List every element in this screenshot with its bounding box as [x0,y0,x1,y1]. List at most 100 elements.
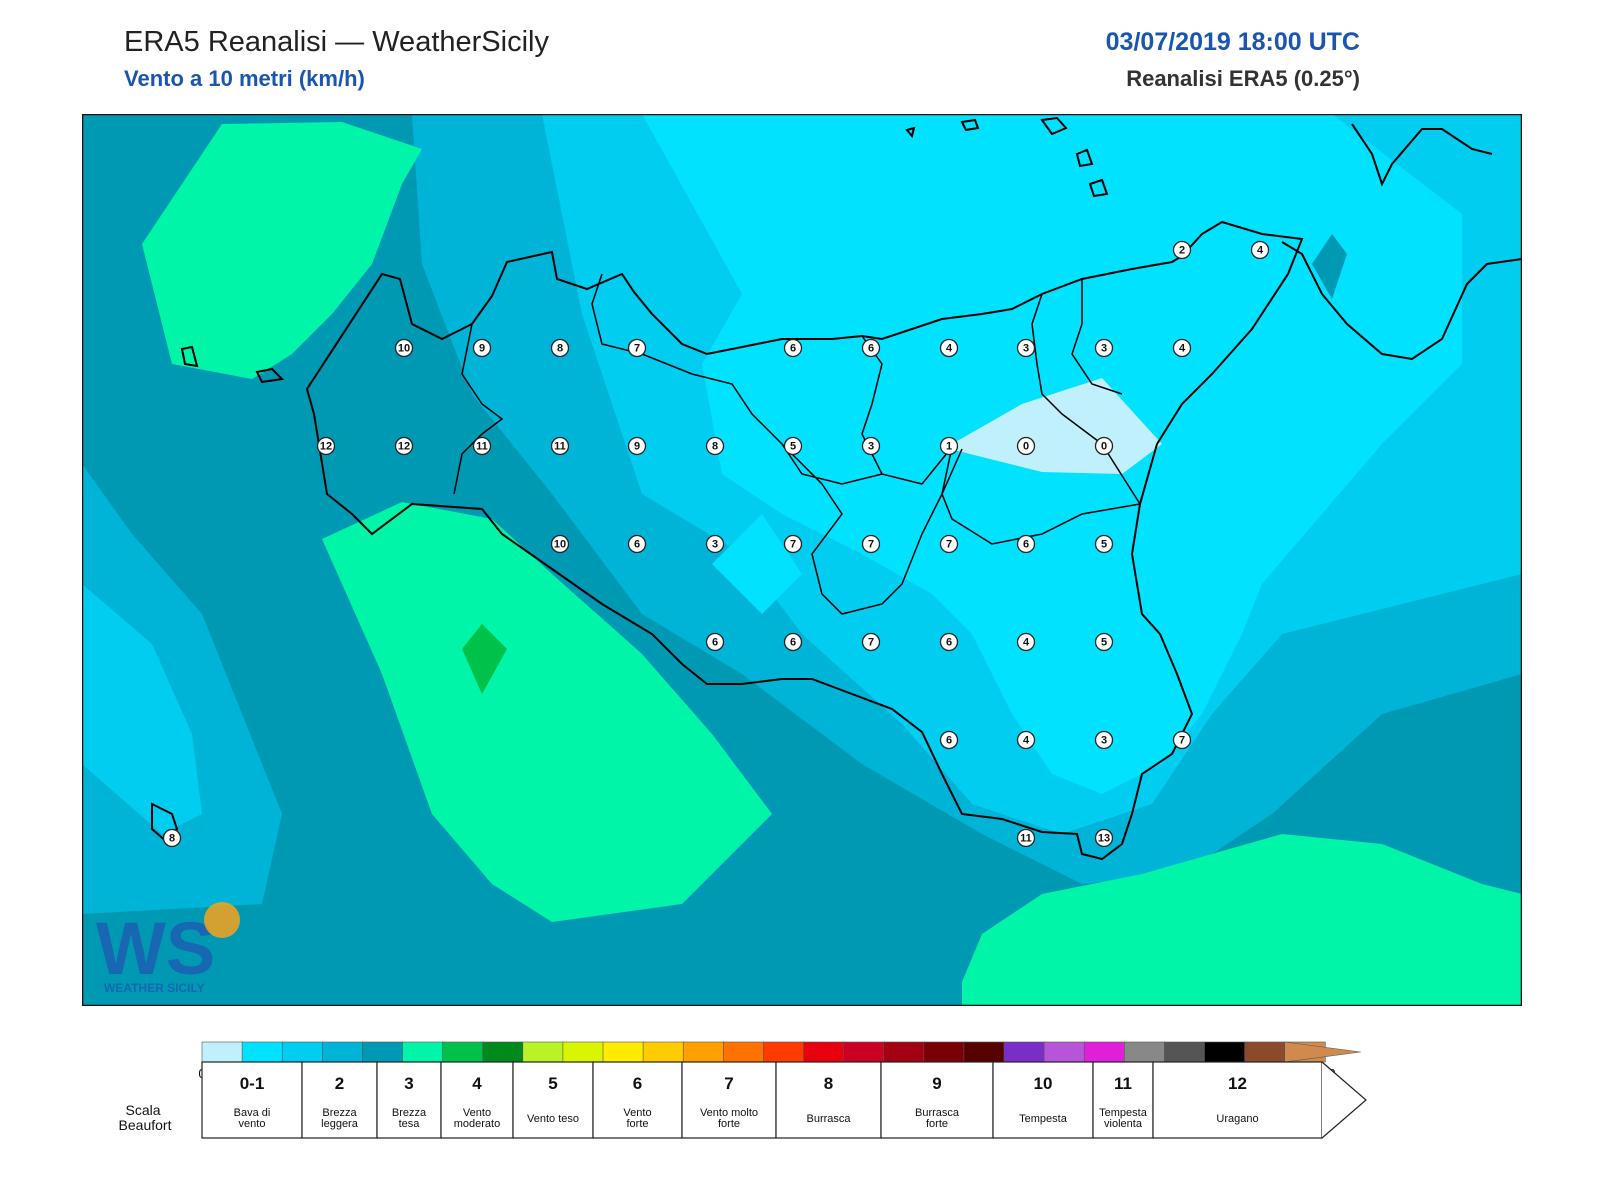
station-value: 7 [868,539,874,551]
beaufort-description: Burrasca forte [915,1107,960,1130]
beaufort-description: Burrasca [806,1113,851,1125]
beaufort-description: Vento moderato [454,1107,500,1130]
station-marker: 3 [1094,730,1114,750]
station-value: 3 [868,441,874,453]
colorbar-segment [522,1041,564,1063]
beaufort-description: Brezza tesa [392,1107,427,1130]
colorbar-segment [682,1041,725,1063]
station-marker: 0 [1094,436,1114,456]
colorbar-segment [201,1041,243,1063]
colorbar-segment [482,1041,524,1063]
beaufort-arrow [1321,1061,1367,1139]
calabria-coastline [1281,123,1522,361]
station-marker: 13 [1094,828,1114,848]
colorbar-segment [321,1041,364,1063]
station-marker: 7 [861,534,881,554]
beaufort-description: Brezza leggera [321,1107,359,1130]
station-value: 7 [868,637,874,649]
station-marker: 6 [783,632,803,652]
station-value: 4 [946,343,953,355]
beaufort-box: 6 Vento forte [592,1061,683,1139]
beaufort-description: Uragano [1216,1113,1258,1125]
beaufort-description: Tempesta [1019,1113,1068,1125]
station-value: 1 [946,441,952,453]
station-marker: 11 [1016,828,1036,848]
colorbar-segment [241,1041,284,1063]
beaufort-box: 12 Uragano [1152,1061,1323,1139]
station-marker: 3 [1016,338,1036,358]
beaufort-box: 2 Brezza leggera [301,1061,378,1139]
colorbar-segment [722,1041,765,1063]
station-value: 10 [554,539,566,551]
beaufort-box: 7 Vento molto forte [681,1061,777,1139]
station-value: 6 [712,637,718,649]
station-marker: 3 [705,534,725,554]
beaufort-box: 5 Vento teso [512,1061,594,1139]
logo-text: WEATHER SICILY [104,981,205,995]
zone-2-5-west [712,514,802,614]
zone-20-25 [462,624,507,694]
colorbar-segment [963,1041,1005,1063]
colorbar-segment [883,1041,925,1063]
station-value: 8 [712,441,718,453]
colorbar-segment [1244,1041,1286,1063]
station-marker: 6 [939,730,959,750]
station-value: 7 [634,343,640,355]
color-legend: 0257101520253035404550556065707580859095… [119,1041,1367,1139]
station-marker: 2 [1172,240,1192,260]
zone-5-7-west [82,584,202,834]
logo-sun-icon [204,902,240,938]
station-value: 3 [712,539,718,551]
colorbar-segment [402,1041,444,1063]
colorbar-segment [843,1041,885,1063]
zone-15-20-nw [142,122,422,379]
beaufort-box: 11 Tempesta violenta [1092,1061,1154,1139]
colorbar-segment [1204,1041,1246,1063]
station-marker: 4 [1172,338,1192,358]
station-marker: 7 [939,534,959,554]
station-value: 6 [634,539,640,551]
colorbar-segment [1164,1041,1206,1063]
map-frame [82,114,1522,1006]
station-value: 8 [557,343,563,355]
station-value: 13 [1098,833,1110,845]
station-marker: 6 [783,338,803,358]
colorbar-segment [1043,1041,1085,1063]
beaufort-number: 7 [724,1074,733,1093]
station-value: 6 [946,637,952,649]
beaufort-box: 0-1 Bava di vento [201,1061,303,1139]
station-value: 3 [1023,343,1029,355]
station-value: 7 [1179,735,1185,747]
valid-datetime: 03/07/2019 18:00 UTC [1105,28,1360,56]
beaufort-scale-label: Scala Beaufort [119,1102,172,1133]
beaufort-number: 9 [932,1074,941,1093]
station-marker: 5 [783,436,803,456]
station-marker: 4 [939,338,959,358]
beaufort-box: 10 Tempesta [992,1061,1094,1139]
station-value: 8 [169,833,175,845]
zone-10-15-ne [1312,234,1347,299]
logo-letters: WS [96,907,215,990]
station-value: 11 [476,441,488,453]
beaufort-scale: 0-1 Bava di vento 2 Brezza leggera 3 Brezza tesa… [201,1061,1367,1139]
station-marker: 8 [550,338,570,358]
station-marker: 6 [705,632,725,652]
beaufort-number: 0-1 [240,1074,265,1093]
station-value: 4 [1023,735,1030,747]
aeolian-islands [905,116,1109,198]
colorbar-segment [803,1041,845,1063]
station-value: 7 [946,539,952,551]
colorbar-segment [362,1041,404,1063]
sicily-coastline [305,220,1304,861]
station-value: 0 [1101,441,1107,453]
station-marker: 7 [1172,730,1192,750]
station-marker: 5 [1094,534,1114,554]
station-value: 7 [790,539,796,551]
station-marker: 7 [627,338,647,358]
station-value: 11 [1020,833,1032,845]
beaufort-number: 2 [335,1074,344,1093]
colorbar-segment [923,1041,965,1063]
beaufort-description: Tempesta violenta [1099,1107,1148,1130]
colorbar-segment [562,1041,604,1063]
station-value: 9 [634,441,640,453]
